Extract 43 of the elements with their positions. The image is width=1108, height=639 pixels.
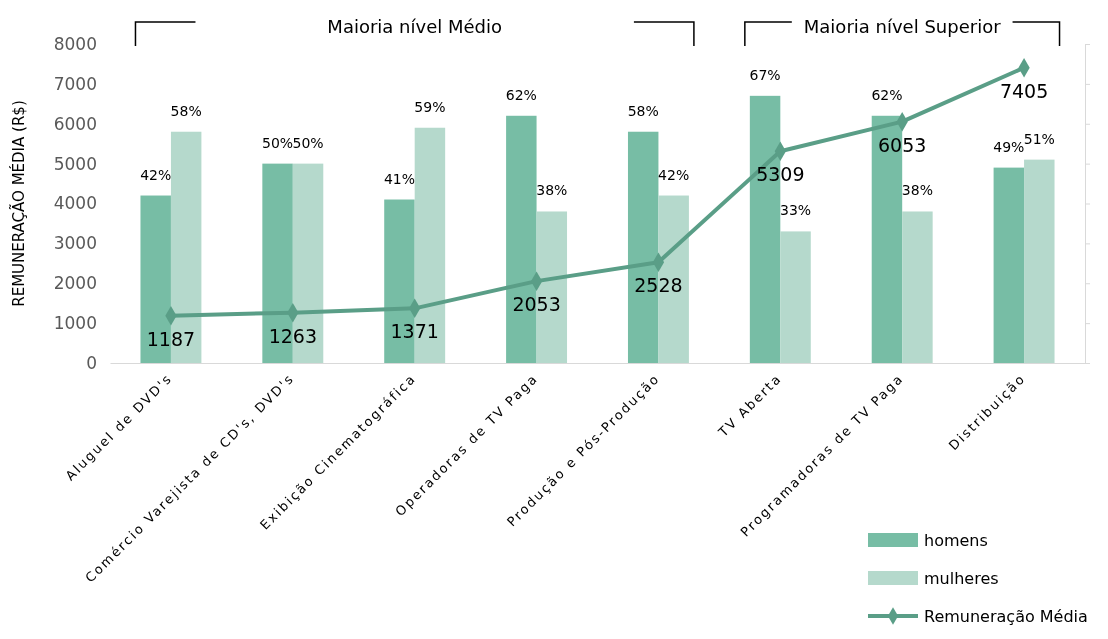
data-label: 67%	[749, 66, 781, 83]
y-tick-label: 8000	[53, 33, 97, 54]
bar	[993, 167, 1025, 363]
data-label: 58%	[627, 102, 659, 119]
y-tick-label: 4000	[53, 193, 97, 214]
legend-label: Remuneração Média	[924, 606, 1088, 626]
y-tick-label: 2000	[53, 273, 97, 294]
text: Maioria nível Médio	[327, 16, 503, 37]
data-label: 38%	[536, 182, 568, 199]
text: Maioria nível Superior	[803, 16, 1002, 37]
data-label: 49%	[993, 138, 1025, 155]
data-label: 1187	[146, 327, 196, 350]
data-label: 58%	[170, 102, 202, 119]
data-label: 41%	[383, 170, 416, 187]
y-tick-label: 7000	[53, 73, 97, 94]
y-tick-label: 0	[86, 352, 97, 373]
y-tick-label: 6000	[53, 113, 97, 134]
data-label: 62%	[871, 86, 903, 103]
legend-label: mulheres	[924, 568, 999, 588]
data-label: 5309	[756, 163, 805, 186]
data-label: 38%	[901, 182, 933, 199]
data-label: 7405	[999, 79, 1049, 102]
data-label: 51%	[1023, 130, 1055, 147]
bar	[902, 211, 933, 363]
data-label: 42%	[658, 166, 690, 183]
y-tick-label: 5000	[53, 153, 97, 174]
data-label: 42%	[140, 166, 172, 183]
data-label: 2053	[512, 293, 561, 316]
bar	[780, 231, 811, 363]
data-label: 50%	[262, 134, 294, 151]
data-label: 1263	[268, 324, 317, 347]
data-label: 2528	[634, 274, 683, 297]
data-label: 62%	[505, 86, 537, 103]
data-label: 33%	[779, 202, 812, 219]
data-label: 50%	[292, 134, 324, 151]
data-label: 59%	[414, 98, 446, 115]
y-tick-label: 1000	[53, 313, 97, 334]
data-label: 6053	[878, 133, 927, 156]
y-axis-title: REMUNERAÇÃO MÉDIA (R$)	[9, 100, 28, 307]
y-tick-label: 3000	[53, 233, 97, 254]
bar	[1024, 159, 1055, 363]
legend-label: homens	[924, 530, 988, 550]
data-label: 1371	[390, 320, 439, 343]
